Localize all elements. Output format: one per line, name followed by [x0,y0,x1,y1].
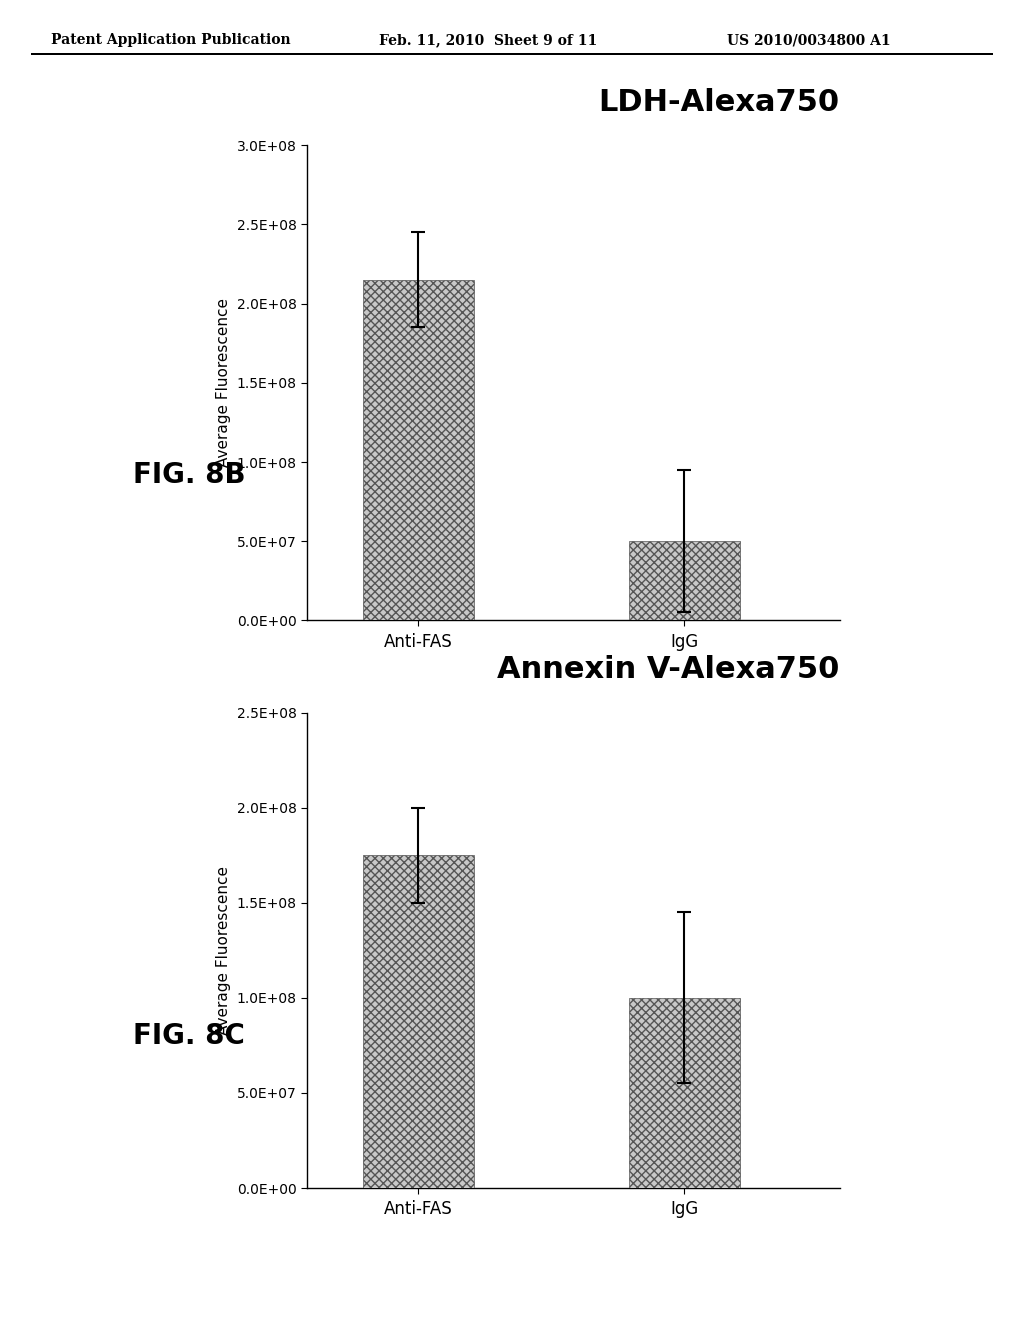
Y-axis label: Average Fluorescence: Average Fluorescence [216,298,231,467]
Text: Feb. 11, 2010  Sheet 9 of 11: Feb. 11, 2010 Sheet 9 of 11 [379,33,597,48]
Y-axis label: Average Fluorescence: Average Fluorescence [216,866,231,1035]
Text: FIG. 8B: FIG. 8B [133,461,246,490]
Text: FIG. 8C: FIG. 8C [133,1022,245,1051]
Text: Annexin V-Alexa750: Annexin V-Alexa750 [498,655,840,684]
Text: Patent Application Publication: Patent Application Publication [51,33,291,48]
Bar [629,998,739,1188]
Bar [629,541,739,620]
Text: LDH-Alexa750: LDH-Alexa750 [599,87,840,116]
Bar [362,280,473,620]
Bar [362,855,473,1188]
Text: US 2010/0034800 A1: US 2010/0034800 A1 [727,33,891,48]
